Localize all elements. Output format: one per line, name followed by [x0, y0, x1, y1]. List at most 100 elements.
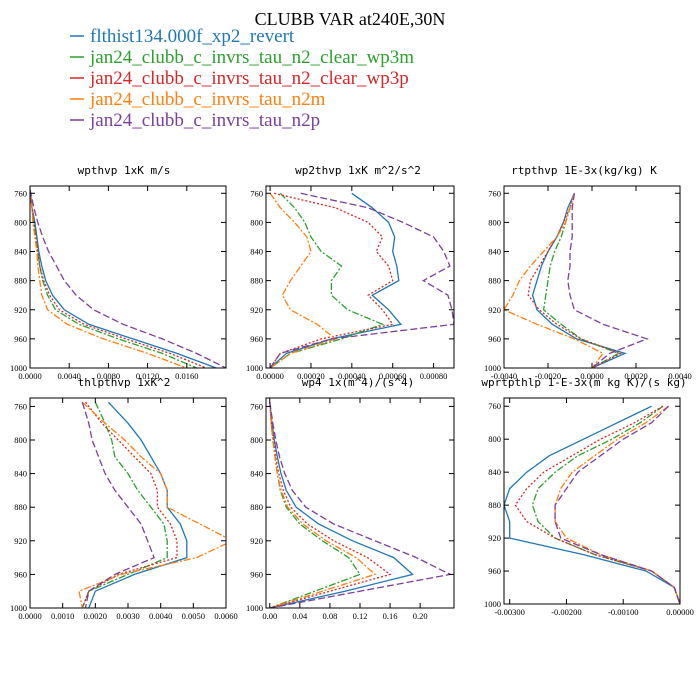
y-tick-label: 1000: [10, 603, 27, 613]
y-tick-label: 1000: [10, 363, 27, 373]
legend-entry: flthist134.000f_xp2_revert: [70, 26, 295, 47]
series-line: [81, 401, 178, 608]
series-line: [269, 192, 385, 368]
y-tick-label: 1000: [484, 363, 501, 373]
panel: thlpthvp 1xK^276080084088092096010000.00…: [10, 376, 238, 621]
series-group: [504, 405, 680, 604]
y-tick-label: 840: [14, 469, 27, 479]
series-line: [30, 189, 207, 368]
panel: wp2thvp 1xK m^2/s^2 760 800 840 880 920 960 100…: [246, 164, 455, 381]
x-tick-label: 0.0160: [175, 371, 198, 381]
panel: wprtpthlp 1-E-3x(m kg K)/(s kg) 760 800 840…: [481, 376, 693, 617]
series-line: [269, 192, 403, 368]
series-line: [504, 193, 604, 368]
y-tick-label: 760: [488, 188, 501, 198]
series-line: [527, 193, 623, 368]
series-line: [30, 189, 188, 368]
panel: wpthvp 1xK m/s76080084088092096010000.00…: [10, 164, 227, 381]
y-tick-label: 880: [250, 276, 263, 286]
x-tick-label: 0.0000: [18, 611, 41, 621]
y-tick-label: 1000: [246, 603, 263, 613]
y-tick-label: 1000: [484, 599, 501, 609]
y-tick-label: 880: [14, 502, 27, 512]
x-tick-label: 0.0020: [84, 611, 107, 621]
plot-frame: [29, 185, 227, 369]
panels: wpthvp 1xK m/s76080084088092096010000.00…: [10, 164, 694, 621]
y-tick-label: 840: [488, 247, 501, 257]
legend-label: jan24_clubb_c_invrs_tau_n2p: [89, 110, 320, 131]
plot-frame: [265, 185, 455, 369]
x-tick-label: 0.0000: [580, 371, 603, 381]
x-tick-label: -0.00300: [494, 607, 524, 617]
x-tick-label: 0.0080: [97, 371, 120, 381]
y-tick-label: 1000: [246, 363, 263, 373]
y-tick-label: 920: [488, 305, 501, 315]
series-line: [81, 401, 168, 608]
x-tick-label: -0.0040: [491, 371, 517, 381]
y-tick-label: 880: [488, 276, 501, 286]
legend-label: jan24_clubb_c_invrs_tau_n2m: [89, 89, 326, 110]
plot-frame: [503, 185, 681, 369]
series-line: [269, 402, 361, 608]
series-line: [30, 189, 226, 368]
y-tick-label: 840: [250, 469, 263, 479]
y-tick-label: 960: [250, 334, 263, 344]
panel-title: wpthvp 1xK m/s: [78, 164, 171, 177]
x-tick-label: 0.00000: [256, 371, 284, 381]
x-tick-label: 0.0050: [182, 611, 205, 621]
legend-entry: jan24_clubb_c_invrs_tau_n2_clear_wp3m: [70, 47, 414, 68]
series-line: [504, 405, 680, 604]
y-tick-label: 800: [250, 435, 263, 445]
panel-title: wp2thvp 1xK m^2/s^2: [295, 164, 421, 177]
x-tick-label: 0.0040: [149, 611, 172, 621]
x-tick-label: 0.08: [322, 611, 337, 621]
x-tick-label: 0.12: [353, 611, 368, 621]
y-tick-label: 800: [488, 217, 501, 227]
y-tick-label: 800: [250, 217, 263, 227]
y-tick-label: 800: [14, 217, 27, 227]
y-tick-label: 800: [14, 435, 27, 445]
series-line: [514, 405, 680, 604]
y-tick-label: 960: [488, 566, 501, 576]
panel: wp4 1x(m^4)/(s^4)76080084088092096010000…: [246, 376, 455, 621]
y-tick-label: 760: [250, 188, 263, 198]
y-tick-label: 920: [250, 536, 263, 546]
x-tick-label: 0.00040: [338, 371, 366, 381]
x-tick-label: 0.04: [292, 611, 308, 621]
y-tick-label: 760: [250, 401, 263, 411]
y-tick-label: 800: [488, 434, 501, 444]
y-tick-label: 960: [488, 334, 501, 344]
y-tick-label: 760: [488, 401, 501, 411]
x-tick-label: -0.00100: [608, 607, 638, 617]
series-line: [269, 192, 454, 368]
x-tick-label: 0.0010: [51, 611, 74, 621]
y-tick-label: 960: [14, 569, 27, 579]
series-line: [531, 193, 627, 368]
series-line: [78, 401, 226, 608]
panel: rtpthvp 1E-3x(kg/kg) K 760 800 840 880 920 960…: [484, 164, 692, 381]
x-tick-label: 0.00: [262, 611, 277, 621]
plot-frame: [503, 397, 681, 605]
y-tick-label: 920: [250, 305, 263, 315]
series-line: [81, 402, 155, 608]
series-group: [78, 401, 226, 608]
x-tick-label: 0.16: [383, 611, 398, 621]
x-tick-label: 0.0030: [116, 611, 139, 621]
series-line: [269, 192, 394, 368]
x-tick-label: -0.00200: [551, 607, 581, 617]
series-line: [269, 402, 414, 608]
y-tick-label: 960: [14, 334, 27, 344]
series-group: [269, 192, 454, 368]
y-tick-label: 920: [488, 533, 501, 543]
series-line: [567, 193, 649, 368]
x-tick-label: 0.0020: [624, 371, 647, 381]
x-tick-label: 0.0120: [136, 371, 159, 381]
series-line: [30, 189, 197, 368]
series-line: [269, 402, 377, 608]
y-tick-label: 920: [14, 305, 27, 315]
y-tick-label: 760: [14, 188, 27, 198]
x-tick-label: 0.0060: [214, 611, 237, 621]
x-tick-label: 0.00080: [420, 371, 448, 381]
y-tick-label: 880: [14, 276, 27, 286]
